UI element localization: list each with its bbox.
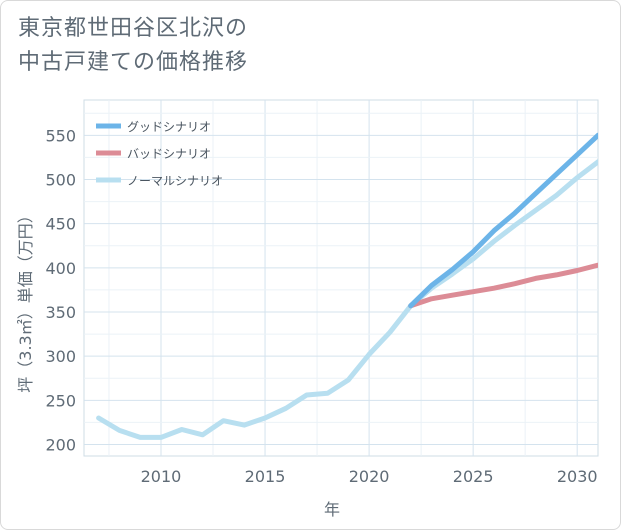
y-axis-label: 坪（3.3㎡）単価（万円） bbox=[16, 207, 35, 392]
grid bbox=[83, 99, 599, 457]
y-tick-label: 400 bbox=[45, 259, 76, 278]
legend-label: グッドシナリオ bbox=[127, 120, 211, 134]
y-tick-label: 200 bbox=[45, 436, 76, 455]
x-tick-label: 2015 bbox=[245, 467, 286, 486]
chart-title-line-1: 東京都世田谷区北沢の bbox=[18, 16, 249, 41]
x-tick-label: 2010 bbox=[141, 467, 182, 486]
chart-title: 東京都世田谷区北沢の 中古戸建ての価格推移 bbox=[18, 12, 248, 80]
x-axis-label: 年 bbox=[324, 500, 340, 519]
plot-area bbox=[83, 99, 599, 457]
series-lines bbox=[96, 132, 598, 440]
chart-title-line-2: 中古戸建ての価格推移 bbox=[18, 50, 249, 75]
legend-label: バッドシナリオ bbox=[127, 147, 211, 161]
series-line-good bbox=[408, 132, 598, 309]
x-tick-label: 2025 bbox=[453, 467, 494, 486]
tick-labels: 2010 2015 2020 2025 2030 200 250 300 350 400 450 50… bbox=[45, 126, 597, 486]
y-tick-label: 550 bbox=[45, 126, 76, 145]
x-tick-label: 2020 bbox=[349, 467, 390, 486]
y-tick-label: 350 bbox=[45, 303, 76, 322]
y-tick-label: 450 bbox=[45, 215, 76, 234]
y-tick-label: 250 bbox=[45, 391, 76, 410]
legend-label: ノーマルシナリオ bbox=[127, 174, 223, 188]
series-line-bad bbox=[408, 262, 598, 309]
series-line-normal bbox=[96, 159, 598, 440]
y-tick-label: 500 bbox=[45, 171, 76, 190]
y-tick-label: 300 bbox=[45, 347, 76, 366]
x-tick-label: 2030 bbox=[557, 467, 598, 486]
